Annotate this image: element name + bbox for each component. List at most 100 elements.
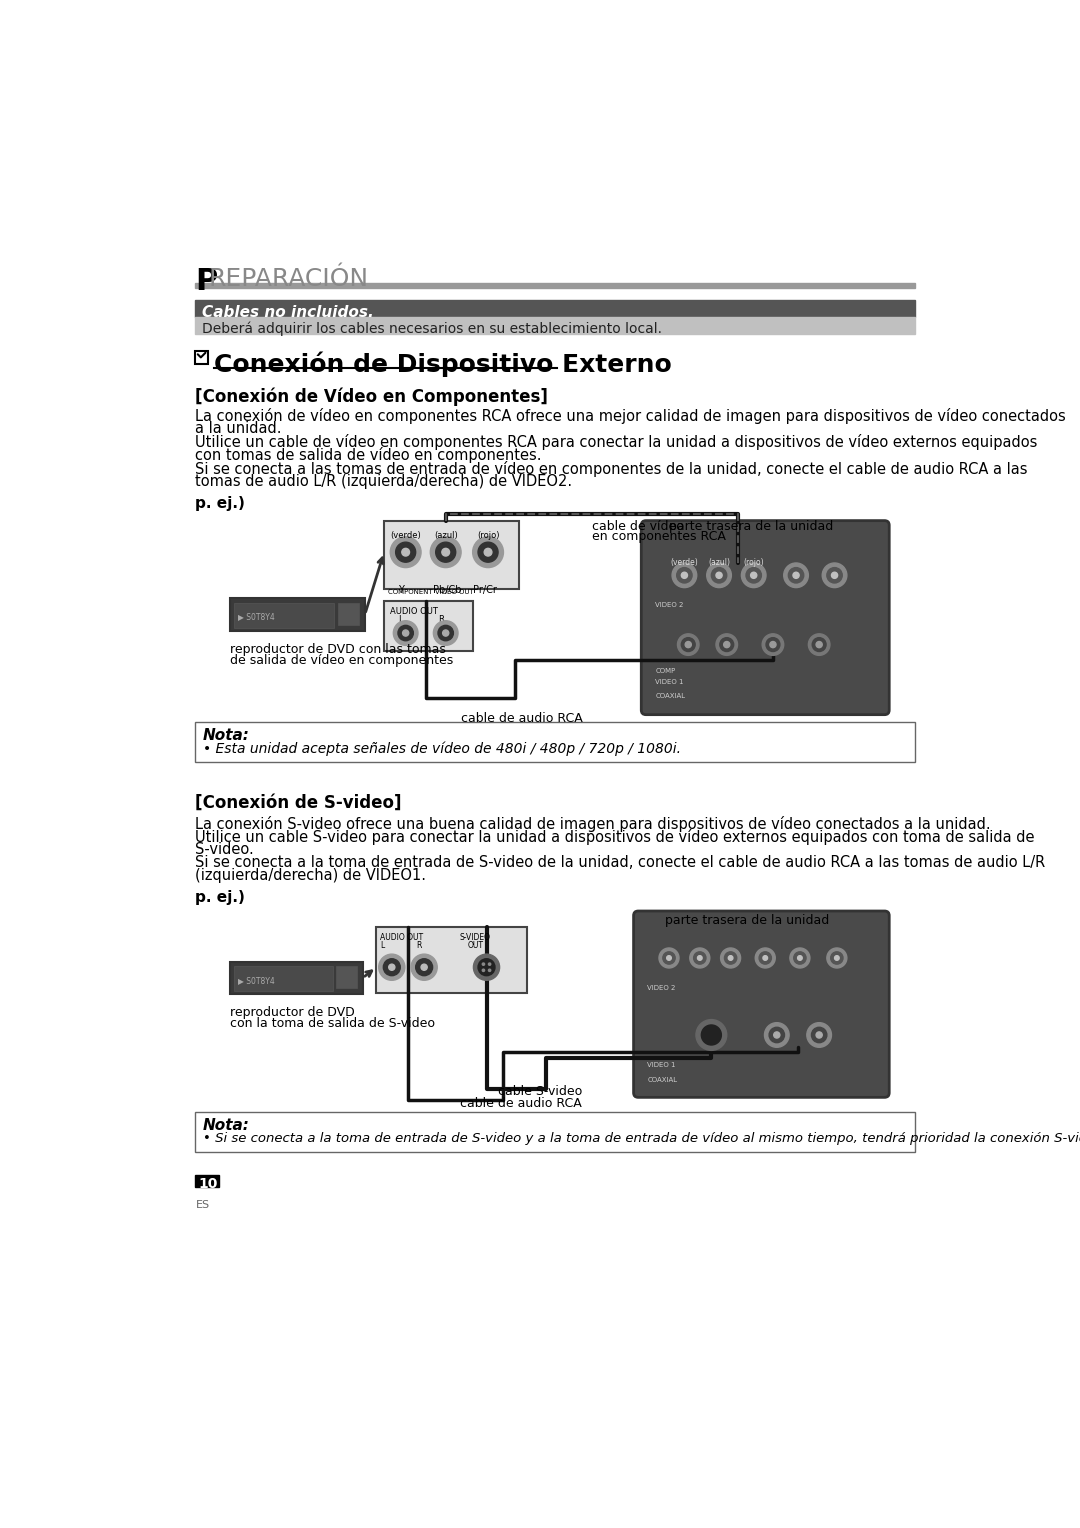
Text: Pb/Cb: Pb/Cb [433,585,461,594]
Text: reproductor de DVD: reproductor de DVD [230,1007,355,1019]
Circle shape [685,642,691,648]
Circle shape [827,947,847,969]
Circle shape [769,1027,784,1042]
Text: R: R [417,941,422,950]
Bar [338,604,360,625]
Circle shape [672,562,697,588]
Circle shape [765,1022,789,1047]
Text: Deberá adquirir los cables necesarios en su establecimiento local.: Deberá adquirir los cables necesarios en… [202,322,662,336]
Circle shape [794,952,806,964]
Circle shape [812,637,826,651]
Circle shape [478,958,495,976]
Text: [Conexión de Vídeo en Componentes]: [Conexión de Vídeo en Componentes] [195,388,549,406]
Circle shape [483,963,485,966]
Text: COAXIAL: COAXIAL [656,694,686,700]
Text: (azul): (azul) [434,530,458,539]
Circle shape [666,955,672,960]
Text: VIDEO 2: VIDEO 2 [647,986,676,992]
Circle shape [411,953,437,981]
FancyBboxPatch shape [642,521,889,715]
Bar [195,1175,218,1187]
Circle shape [798,955,802,960]
Text: Utilice un cable S-video para conectar la unidad a dispositivos de vídeo externo: Utilice un cable S-video para conectar l… [195,828,1035,845]
Text: Utilice un cable de vídeo en componentes RCA para conectar la unidad a dispositi: Utilice un cable de vídeo en componentes… [195,434,1038,451]
Bar [195,1112,916,1152]
Circle shape [766,637,780,651]
Text: AUDIO OUT: AUDIO OUT [390,607,438,616]
Circle shape [681,637,696,651]
Circle shape [788,567,804,584]
Circle shape [383,958,401,976]
Text: parte trasera de la unidad: parte trasera de la unidad [665,914,829,927]
Text: La conexión S-video ofrece una buena calidad de imagen para dispositivos de víde: La conexión S-video ofrece una buena cal… [195,816,991,831]
Text: S-VIDEO: S-VIDEO [460,934,490,943]
Circle shape [822,562,847,588]
Text: (verde): (verde) [671,558,699,567]
Circle shape [693,952,706,964]
Bar [195,284,916,289]
Bar [384,601,473,651]
Text: COMPONENT VIDEO OUT: COMPONENT VIDEO OUT [388,590,474,594]
Circle shape [397,625,414,640]
Text: p. ej.): p. ej.) [195,497,245,510]
Text: con la toma de salida de S-video: con la toma de salida de S-video [230,1018,435,1030]
Text: Nota:: Nota: [203,727,251,743]
Circle shape [811,1027,827,1042]
Circle shape [488,969,490,972]
Text: (rojo): (rojo) [743,558,764,567]
Bar [230,961,363,995]
Text: 10: 10 [199,1177,218,1190]
Circle shape [478,542,498,562]
Circle shape [712,567,727,584]
Circle shape [659,947,679,969]
Circle shape [755,947,775,969]
Circle shape [696,1019,727,1050]
Circle shape [770,642,777,648]
Bar [336,966,357,989]
Bar [195,351,207,364]
Circle shape [716,634,738,656]
Circle shape [663,952,675,964]
Text: ES: ES [195,1199,210,1210]
Text: cable de audio RCA: cable de audio RCA [460,1097,581,1109]
Circle shape [698,955,702,960]
Circle shape [724,642,730,648]
Text: VIDEO 2: VIDEO 2 [656,602,684,608]
Circle shape [403,630,408,636]
Circle shape [435,542,456,562]
Text: de salida de vídeo en componentes: de salida de vídeo en componentes [230,654,454,666]
Text: cable de vídeo: cable de vídeo [592,520,684,533]
Text: Si se conecta a las tomas de entrada de vídeo en componentes de la unidad, conec: Si se conecta a las tomas de entrada de … [195,460,1028,477]
Circle shape [720,947,741,969]
Circle shape [677,634,699,656]
Text: • Si se conecta a la toma de entrada de S-video y a la toma de entrada de vídeo : • Si se conecta a la toma de entrada de … [203,1132,1080,1144]
Text: tomas de audio L/R (izquierda/derecha) de VIDEO2.: tomas de audio L/R (izquierda/derecha) d… [195,474,572,489]
Text: (azul): (azul) [708,558,730,567]
Circle shape [827,567,842,584]
Text: a la unidad.: a la unidad. [195,422,282,437]
Text: Nota:: Nota: [203,1118,251,1134]
Text: reproductor de DVD con las tomas: reproductor de DVD con las tomas [230,643,446,656]
Circle shape [484,549,491,556]
Circle shape [835,955,839,960]
Circle shape [716,571,723,579]
Text: OUT: OUT [468,941,483,950]
Circle shape [690,947,710,969]
Circle shape [483,969,485,972]
Bar [234,966,333,992]
Circle shape [416,958,433,976]
Circle shape [473,536,503,567]
Circle shape [677,567,692,584]
Circle shape [402,549,409,556]
Circle shape [706,562,731,588]
Text: VIDEO 1: VIDEO 1 [656,680,684,685]
Bar [195,301,916,318]
FancyBboxPatch shape [634,911,889,1097]
Circle shape [442,549,449,556]
Circle shape [433,620,458,645]
Text: VIDEO 1: VIDEO 1 [647,1062,676,1068]
Text: Conexión de Dispositivo Externo: Conexión de Dispositivo Externo [214,351,672,377]
Circle shape [395,542,416,562]
Circle shape [762,955,768,960]
Text: parte trasera de la unidad: parte trasera de la unidad [669,520,834,533]
